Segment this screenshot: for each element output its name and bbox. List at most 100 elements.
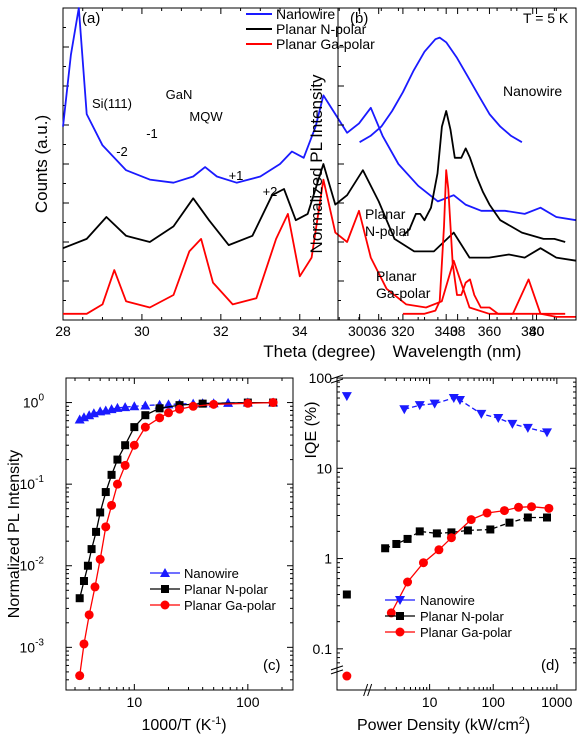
- axis-break: [367, 683, 373, 697]
- series-line: [62, 163, 577, 262]
- data-point: [95, 554, 105, 564]
- annotation: -2: [116, 144, 128, 159]
- data-point: [268, 398, 278, 408]
- data-point: [403, 534, 412, 543]
- data-point: [209, 399, 219, 409]
- data-point: [141, 411, 150, 420]
- series-line: [79, 401, 274, 676]
- x-tick-label: 36: [371, 323, 387, 339]
- data-point: [505, 518, 514, 527]
- series-label: N-polar: [365, 223, 411, 239]
- y-axis-label: Counts (a.u.): [32, 115, 51, 213]
- data-point: [463, 526, 472, 535]
- series-line: [359, 36, 523, 143]
- data-point: [79, 639, 89, 649]
- data-point: [418, 558, 428, 568]
- data-point: [107, 500, 117, 510]
- data-point: [486, 525, 495, 534]
- data-point: [381, 544, 390, 553]
- panel-label: (d): [541, 657, 559, 674]
- data-point: [454, 396, 465, 406]
- x-tick-label: 340: [435, 323, 459, 339]
- data-point: [527, 502, 537, 512]
- data-point: [112, 479, 122, 489]
- annotation: MQW: [189, 109, 223, 124]
- data-point: [482, 508, 492, 518]
- data-point: [175, 404, 184, 414]
- data-point: [92, 527, 101, 536]
- data-point: [101, 488, 110, 497]
- data-point: [96, 508, 105, 517]
- x-tick-label: 32: [213, 323, 229, 339]
- panel-a: 28 30 32 34 36 38 40 Theta (degree) Counts (a.u.…: [32, 6, 577, 361]
- panel-c: 10 100 10-3 10-2 10-1 100 1000/T (K-1) Normaliz…: [6, 377, 294, 734]
- data-point: [434, 545, 444, 555]
- data-point: [107, 470, 116, 479]
- series-line: [62, 7, 577, 222]
- series-label: Planar: [376, 268, 417, 284]
- y-axis-label: Normalized PL Intensity: [6, 450, 23, 618]
- legend-label: Planar Ga-polar: [276, 36, 375, 52]
- data-point: [155, 413, 165, 423]
- legend-label: Planar N-polar: [276, 21, 367, 37]
- data-point: [140, 422, 150, 432]
- panel-label: (c): [263, 657, 281, 674]
- data-point: [198, 399, 207, 408]
- data-point: [90, 582, 100, 592]
- data-point: [140, 400, 151, 410]
- y-tick-label: 0.1: [313, 641, 333, 657]
- x-tick-label: 10: [422, 694, 438, 710]
- series-line: [402, 169, 566, 315]
- axis-break: [330, 374, 344, 380]
- annotation: +1: [229, 168, 244, 183]
- data-point: [522, 423, 533, 433]
- series-label: Planar: [365, 206, 406, 222]
- legend-label: Nanowire: [184, 566, 239, 581]
- series-label: Ga-polar: [376, 285, 431, 301]
- data-point: [414, 401, 425, 411]
- series-line: [402, 110, 566, 243]
- x-tick-label: 30: [134, 323, 150, 339]
- data-point: [243, 398, 253, 408]
- data-point: [83, 561, 92, 570]
- y-axis-label: Normalized PL Intensity: [307, 74, 326, 253]
- data-point: [415, 527, 424, 536]
- legend-label: Planar Ga-polar: [420, 625, 512, 640]
- data-point: [395, 627, 405, 637]
- legend-label: Planar Ga-polar: [184, 598, 276, 613]
- y-tick-label: 100: [23, 393, 45, 411]
- data-point: [84, 610, 94, 620]
- data-point: [120, 402, 131, 412]
- data-point: [342, 590, 351, 599]
- annotation: -1: [146, 126, 158, 141]
- data-point: [160, 568, 170, 577]
- y-tick-label: 10-1: [20, 474, 45, 492]
- data-point: [544, 503, 554, 513]
- data-point: [113, 455, 122, 464]
- plot-frame: [336, 377, 577, 691]
- panel-label: (b): [350, 10, 368, 27]
- data-point: [507, 419, 518, 429]
- y-tick-label: 10-2: [20, 556, 45, 574]
- series-line: [63, 178, 576, 318]
- series-label: Nanowire: [503, 83, 562, 99]
- data-point: [493, 414, 504, 424]
- plot-frame: [65, 377, 294, 691]
- data-point: [403, 577, 413, 587]
- data-point: [79, 577, 88, 586]
- x-axis-label: 1000/T (K-1): [142, 715, 227, 734]
- x-tick-label: 38: [450, 323, 466, 339]
- data-point: [130, 423, 139, 432]
- data-point: [75, 671, 85, 681]
- panel-b: 300 320 340 360 380 Wavelength (nm) Normalized…: [307, 7, 577, 361]
- data-point: [341, 392, 352, 402]
- x-tick-label: 360: [478, 323, 502, 339]
- annotation: GaN: [166, 87, 193, 102]
- y-tick-label: 100: [309, 370, 333, 386]
- x-tick-label: 1000: [541, 694, 572, 710]
- panel-label: (a): [82, 10, 100, 27]
- y-tick-label: 10: [316, 460, 332, 476]
- x-axis-label: Wavelength (nm): [393, 342, 522, 361]
- annotation: +2: [263, 184, 278, 199]
